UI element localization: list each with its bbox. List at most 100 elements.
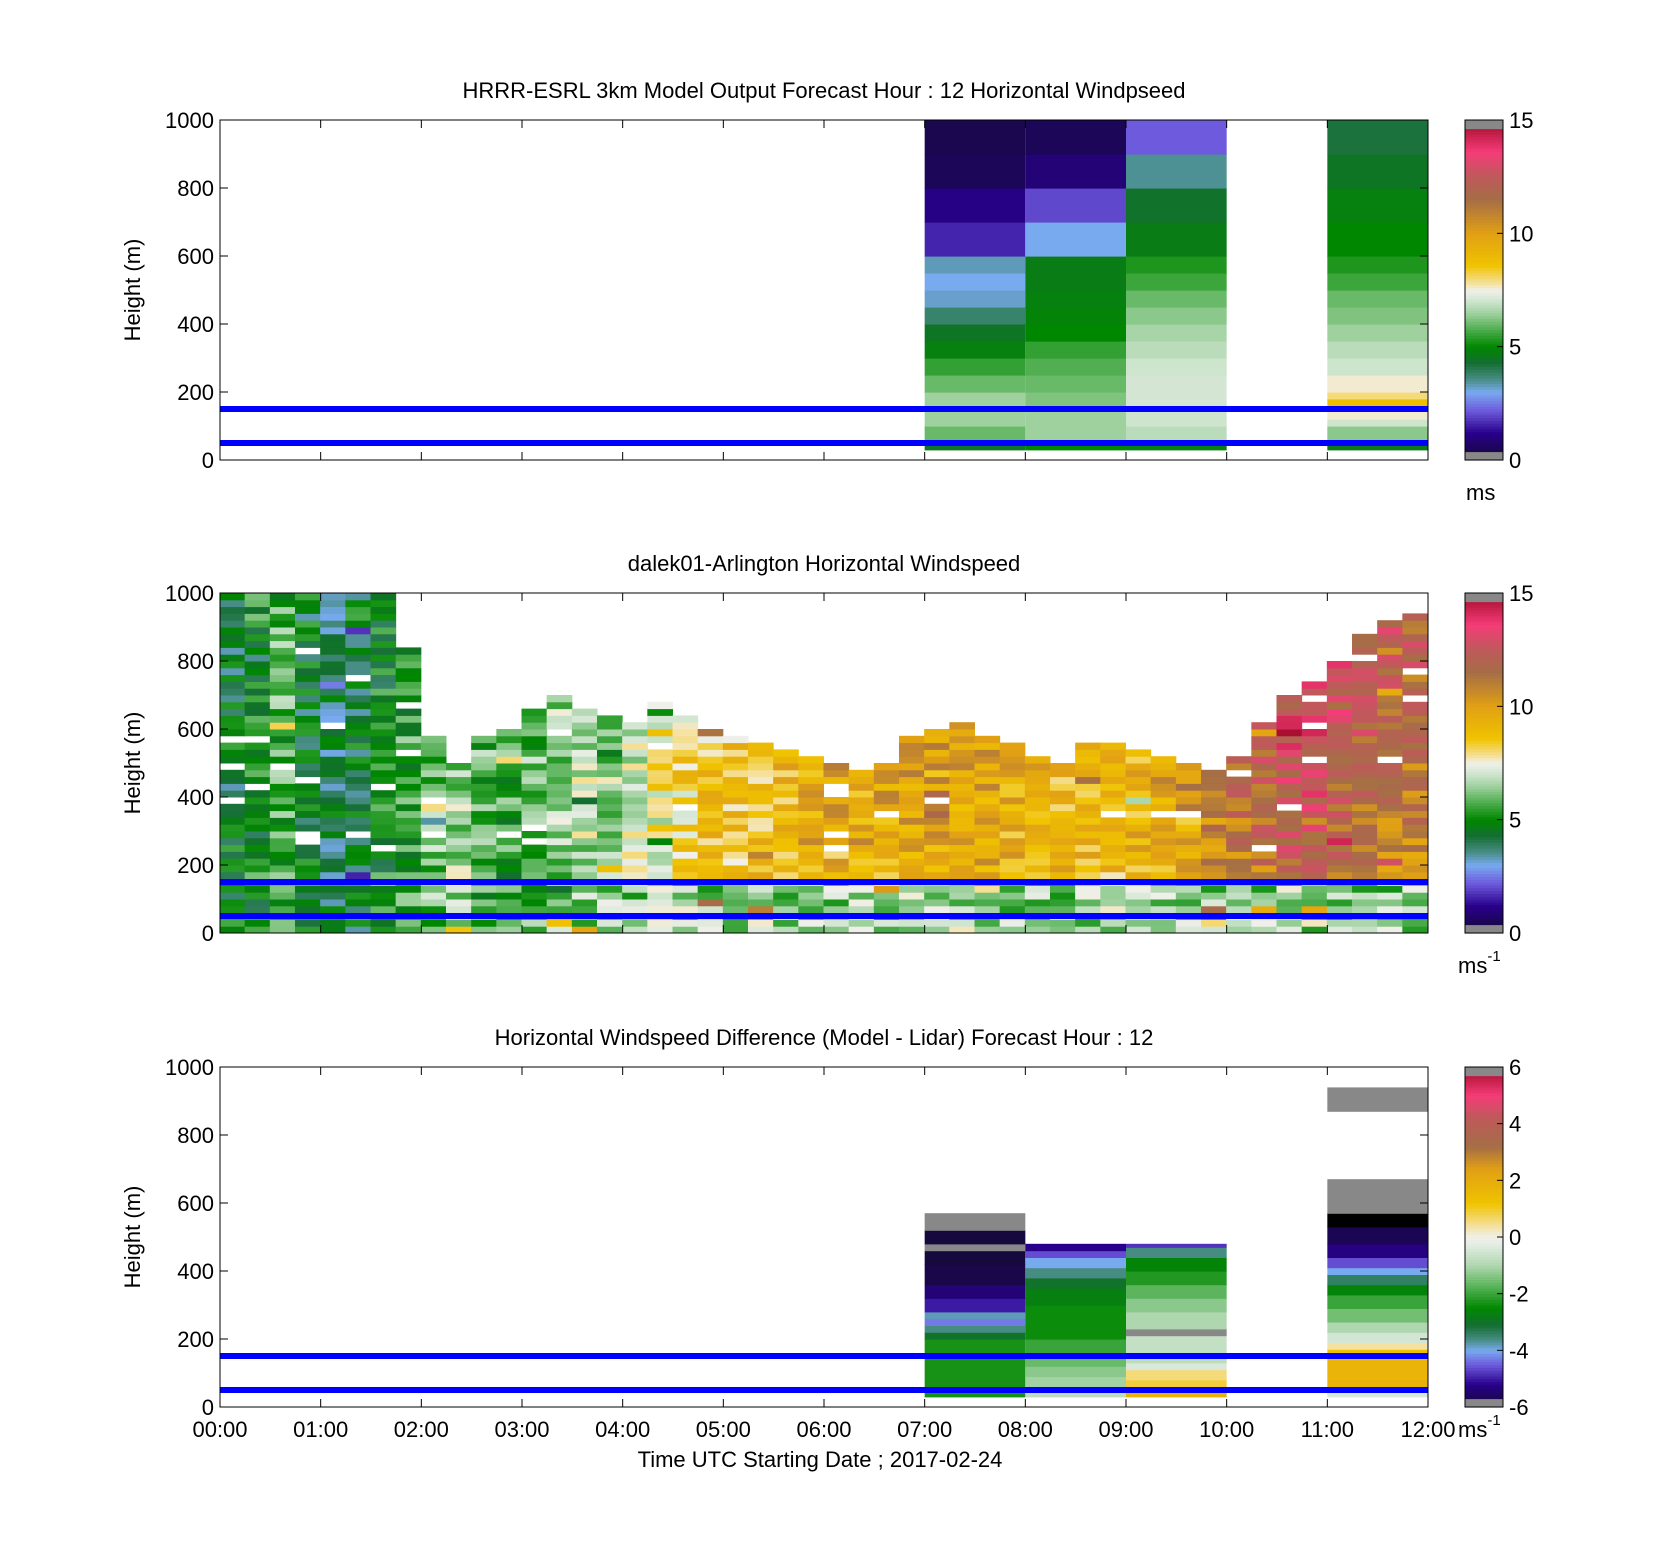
data-cell: [1351, 824, 1378, 832]
data-cell: [546, 905, 573, 914]
data-cell: [1075, 892, 1101, 900]
colorbar-swatch: [1465, 805, 1503, 809]
colorbar-swatch: [1465, 360, 1503, 365]
data-cell: [647, 797, 673, 805]
data-cell: [1251, 885, 1277, 893]
data-cell: [924, 1213, 1026, 1224]
data-cell: [1100, 871, 1126, 880]
data-cell: [1276, 858, 1303, 866]
colorbar-swatch: [1465, 910, 1503, 914]
y-tick-label: 0: [202, 921, 214, 946]
data-cell: [1351, 735, 1378, 744]
data-cell: [622, 865, 648, 873]
data-cell: [722, 735, 749, 744]
data-cell: [798, 817, 824, 825]
y-tick-label: 1000: [165, 1055, 214, 1080]
data-cell: [1326, 899, 1353, 907]
data-cell: [1377, 640, 1403, 648]
data-cell: [1377, 722, 1403, 730]
data-cell: [873, 919, 900, 927]
data-cell: [345, 695, 371, 703]
data-cell: [1025, 341, 1126, 359]
colorbar-swatch: [1465, 207, 1503, 212]
data-cell: [672, 919, 699, 927]
data-cell: [320, 899, 346, 907]
data-cell: [269, 865, 296, 873]
data-cell: [471, 742, 497, 750]
data-cell: [370, 599, 397, 608]
data-cell: [798, 797, 824, 805]
data-cell: [1024, 769, 1051, 778]
data-cell: [471, 824, 497, 832]
data-cell: [1402, 865, 1428, 873]
data-cell: [1024, 831, 1051, 839]
data-cell: [1126, 1335, 1227, 1357]
data-cell: [596, 797, 623, 805]
data-cell: [747, 797, 774, 805]
data-cell: [546, 885, 573, 893]
data-cell: [1126, 273, 1227, 291]
colorbar-swatch: [1465, 372, 1503, 376]
data-cell: [949, 885, 975, 893]
data-cell: [395, 674, 422, 682]
colorbar-swatch: [1465, 1390, 1503, 1394]
data-cell: [1351, 769, 1378, 778]
data-cell: [1301, 817, 1328, 825]
data-cell: [1326, 790, 1353, 798]
data-cell: [1226, 831, 1252, 839]
colorbar-swatch: [1465, 230, 1503, 234]
data-cell: [722, 899, 749, 907]
colorbar-swatch: [1465, 683, 1503, 688]
data-cell: [798, 905, 824, 914]
colorbar-swatch: [1465, 712, 1503, 716]
data-cell: [345, 851, 371, 859]
data-cell: [1125, 749, 1152, 757]
data-cell: [747, 769, 774, 778]
colorbar-swatch: [1465, 403, 1503, 407]
data-cell: [974, 837, 1001, 846]
data-cell: [1175, 769, 1202, 778]
data-cell: [1377, 783, 1403, 791]
data-cell: [1150, 756, 1177, 764]
data-cell: [949, 735, 975, 744]
y-tick-label: 1000: [165, 581, 214, 606]
colorbar-swatch: [1465, 1347, 1503, 1351]
data-cell: [596, 844, 623, 852]
data-cell: [345, 783, 371, 791]
data-cell: [924, 1230, 1026, 1245]
data-cell: [1226, 776, 1252, 784]
colorbar-swatch: [1465, 1163, 1503, 1167]
data-cell: [1326, 865, 1353, 873]
data-cell: [345, 803, 371, 812]
data-cell: [747, 803, 774, 812]
data-cell: [370, 654, 397, 662]
data-cell: [496, 926, 522, 934]
data-cell: [596, 769, 623, 778]
data-cell: [1150, 844, 1177, 852]
data-cell: [320, 695, 346, 703]
data-cell: [370, 647, 397, 655]
data-cell: [395, 885, 422, 893]
data-cell: [924, 844, 950, 852]
data-cell: [823, 824, 850, 832]
x-axis: 00:00 01:00 02:00 03:00 04:00 05:00 06:00 07:00…: [192, 1417, 1455, 1442]
data-cell: [521, 844, 548, 852]
data-cell: [1126, 1271, 1227, 1286]
data-cell: [320, 810, 346, 818]
data-cell: [697, 824, 724, 832]
data-cell: [697, 735, 724, 744]
data-cell: [898, 837, 925, 846]
colorbar-swatch: [1465, 1307, 1503, 1312]
data-cell: [219, 892, 246, 900]
data-cell: [1126, 154, 1227, 189]
data-cell: [1025, 120, 1126, 155]
data-cell: [219, 769, 246, 778]
data-cell: [244, 695, 271, 703]
data-cell: [395, 708, 422, 716]
data-cell: [647, 749, 673, 757]
data-cell: [873, 831, 900, 839]
data-cell: [1276, 763, 1303, 771]
data-cell: [798, 769, 824, 778]
data-cell: [622, 844, 648, 852]
data-cell: [1025, 358, 1126, 376]
